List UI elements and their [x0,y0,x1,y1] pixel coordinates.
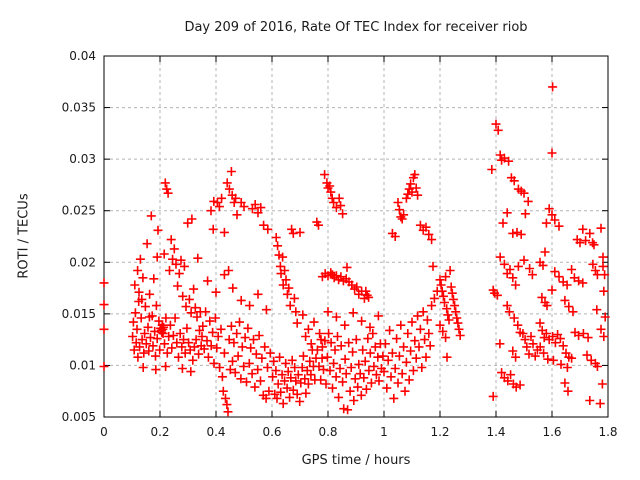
svg-text:0.03: 0.03 [69,152,96,166]
chart-title: Day 209 of 2016, Rate Of TEC Index for r… [184,20,528,35]
svg-text:1.6: 1.6 [542,425,561,439]
x-axis-label: GPS time / hours [301,453,411,468]
svg-text:0.005: 0.005 [62,410,96,424]
svg-text:0.025: 0.025 [62,204,96,218]
svg-text:0.6: 0.6 [262,425,281,439]
svg-text:1.4: 1.4 [486,425,505,439]
svg-text:1.2: 1.2 [430,425,449,439]
svg-text:1.8: 1.8 [598,425,617,439]
svg-text:1: 1 [380,425,388,439]
svg-text:0.4: 0.4 [206,425,225,439]
svg-text:0: 0 [100,425,108,439]
svg-text:0.2: 0.2 [150,425,169,439]
svg-text:0.04: 0.04 [69,49,96,63]
svg-text:0.02: 0.02 [69,255,96,269]
svg-text:0.8: 0.8 [318,425,337,439]
svg-text:0.01: 0.01 [69,358,96,372]
svg-text:0.015: 0.015 [62,307,96,321]
svg-text:0.035: 0.035 [62,101,96,115]
